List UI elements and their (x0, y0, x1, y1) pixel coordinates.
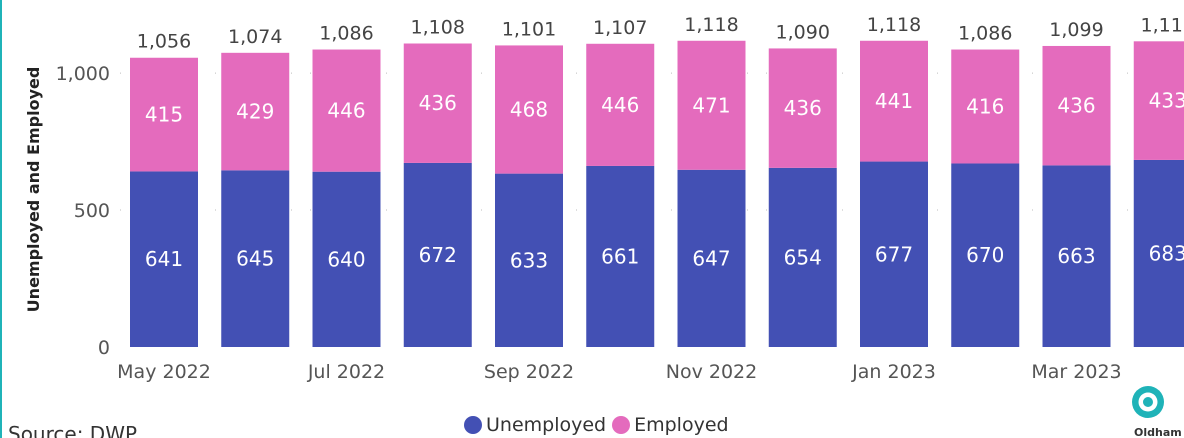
data-label-employed: 471 (692, 93, 730, 117)
bar-employed (951, 49, 1020, 164)
bar-unemployed (130, 171, 198, 347)
y-axis-title: Unemployed and Employed (24, 67, 43, 313)
data-label-unemployed: 640 (327, 247, 365, 271)
total-label: 1,074 (228, 26, 282, 48)
bar-unemployed (221, 170, 290, 347)
bar-employed (495, 45, 563, 174)
bar-employed (130, 57, 198, 172)
total-label: 1,116 (1141, 14, 1184, 36)
bar-unemployed (403, 162, 472, 347)
bar-employed (1133, 41, 1184, 160)
x-tick-label: May 2022 (117, 361, 211, 383)
bar-unemployed (860, 161, 928, 347)
bar-employed (860, 40, 928, 162)
data-label-unemployed: 683 (1149, 241, 1184, 265)
total-label: 1,086 (319, 23, 373, 45)
total-label: 1,107 (593, 17, 647, 39)
source-note: Source: DWP (8, 422, 138, 438)
oldham-logo: Oldham (1128, 382, 1184, 438)
data-label-employed: 415 (145, 103, 183, 127)
data-label-employed: 446 (327, 99, 365, 123)
data-label-employed: 436 (784, 96, 822, 120)
data-label-employed: 446 (601, 93, 639, 117)
data-label-unemployed: 663 (1057, 244, 1095, 268)
bar-unemployed (1133, 159, 1184, 347)
x-tick-label: Jul 2022 (307, 361, 385, 383)
data-label-unemployed: 672 (419, 243, 457, 267)
legend-label-unemployed: Unemployed (486, 414, 607, 436)
total-label: 1,090 (776, 21, 830, 43)
legend-swatch-employed (612, 416, 631, 434)
bar-employed (312, 49, 381, 172)
total-label: 1,108 (411, 17, 465, 39)
bar-unemployed (495, 173, 563, 347)
bar-employed (221, 52, 290, 171)
legend-swatch-unemployed (464, 416, 482, 434)
x-tick-label: Sep 2022 (484, 361, 574, 383)
data-label-unemployed: 661 (601, 244, 639, 268)
bar-unemployed (586, 165, 655, 347)
total-label: 1,086 (958, 23, 1012, 45)
data-label-employed: 468 (510, 98, 548, 122)
data-label-employed: 429 (236, 100, 274, 124)
legend-label-employed: Employed (634, 414, 729, 436)
y-tick-label: 500 (74, 200, 110, 222)
x-tick-label: Nov 2022 (666, 361, 757, 383)
x-tick-label: Jan 2023 (851, 361, 936, 383)
bar-unemployed (1042, 165, 1111, 347)
legend-item-employed[interactable]: Employed (612, 414, 729, 436)
bar-unemployed (951, 163, 1020, 347)
bar-employed (1042, 45, 1111, 166)
total-label: 1,101 (502, 18, 556, 40)
y-tick-label: 0 (98, 337, 110, 359)
total-label: 1,056 (137, 31, 191, 53)
data-label-employed: 436 (1057, 94, 1095, 118)
data-label-unemployed: 641 (145, 247, 183, 271)
total-label: 1,118 (867, 14, 921, 36)
bar-unemployed (677, 169, 746, 347)
data-label-unemployed: 670 (966, 243, 1004, 267)
logo-text: Oldham (1134, 426, 1182, 438)
data-label-employed: 416 (966, 95, 1004, 119)
y-tick-label: 1,000 (56, 63, 110, 85)
bar-unemployed (312, 171, 381, 347)
data-label-unemployed: 633 (510, 248, 548, 272)
bar-employed (403, 43, 472, 163)
legend-item-unemployed[interactable]: Unemployed (464, 414, 606, 436)
total-label: 1,099 (1049, 19, 1103, 41)
total-label: 1,118 (684, 14, 738, 36)
bar-employed (768, 48, 837, 168)
bar-employed (586, 43, 655, 166)
data-label-unemployed: 647 (692, 246, 730, 270)
data-label-unemployed: 677 (875, 242, 913, 266)
bar-unemployed (768, 167, 837, 347)
data-label-unemployed: 645 (236, 247, 274, 271)
data-label-employed: 441 (875, 89, 913, 113)
legend: Unemployed Employed (464, 412, 735, 438)
x-tick-label: Mar 2023 (1031, 361, 1121, 383)
data-label-employed: 436 (419, 91, 457, 115)
bar-employed (677, 40, 746, 170)
data-label-employed: 433 (1149, 89, 1184, 113)
data-label-unemployed: 654 (784, 245, 822, 269)
